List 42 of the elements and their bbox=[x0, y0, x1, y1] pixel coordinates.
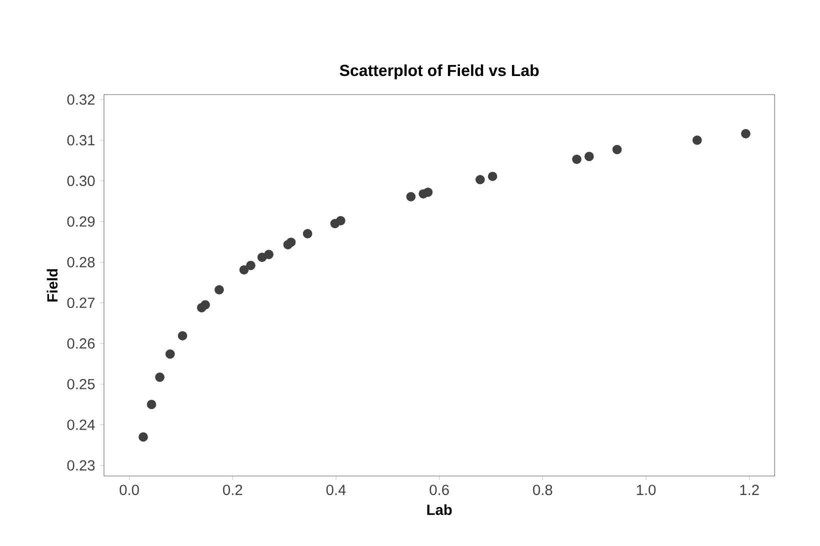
y-tick-label: 0.23 bbox=[67, 460, 95, 471]
point bbox=[178, 331, 188, 340]
point bbox=[165, 349, 175, 359]
x-tick-label: 0.2 bbox=[223, 484, 242, 496]
point bbox=[423, 188, 433, 197]
point bbox=[692, 136, 702, 145]
point bbox=[475, 174, 485, 184]
x-axis-title: Lab bbox=[427, 504, 452, 516]
point bbox=[200, 300, 210, 310]
chart-title: Scatterplot of Field vs Lab bbox=[340, 64, 539, 80]
y-tick-label: 0.27 bbox=[67, 298, 95, 308]
point bbox=[572, 154, 582, 164]
point bbox=[264, 250, 274, 260]
point bbox=[155, 372, 164, 382]
point bbox=[584, 152, 594, 162]
x-tick-label: 0.4 bbox=[326, 484, 346, 496]
point bbox=[302, 229, 312, 238]
point bbox=[612, 144, 622, 154]
point bbox=[214, 285, 224, 294]
point bbox=[336, 216, 346, 226]
y-tick-label: 0.32 bbox=[67, 94, 95, 105]
point bbox=[488, 172, 498, 182]
y-tick-label: 0.29 bbox=[67, 216, 95, 227]
x-tick-label: 1.0 bbox=[636, 484, 656, 496]
x-tick-label: 0.6 bbox=[430, 484, 449, 496]
point bbox=[138, 432, 148, 442]
point bbox=[406, 192, 416, 202]
point bbox=[146, 400, 156, 410]
x-tick-label: 1.2 bbox=[740, 484, 759, 495]
y-tick-label: 0.31 bbox=[67, 135, 95, 146]
y-tick-label: 0.28 bbox=[67, 256, 95, 268]
x-tick-label: 0.8 bbox=[533, 484, 552, 496]
point bbox=[286, 238, 296, 247]
y-axis-title: Field bbox=[46, 269, 58, 302]
point bbox=[741, 129, 750, 138]
point bbox=[246, 260, 256, 270]
y-tick-label: 0.25 bbox=[67, 378, 95, 390]
y-tick-label: 0.24 bbox=[67, 420, 95, 430]
y-tick-label: 0.26 bbox=[67, 338, 95, 349]
y-tick-label: 0.30 bbox=[67, 176, 95, 186]
point bbox=[239, 265, 249, 275]
x-tick-label: 0.0 bbox=[120, 484, 139, 496]
